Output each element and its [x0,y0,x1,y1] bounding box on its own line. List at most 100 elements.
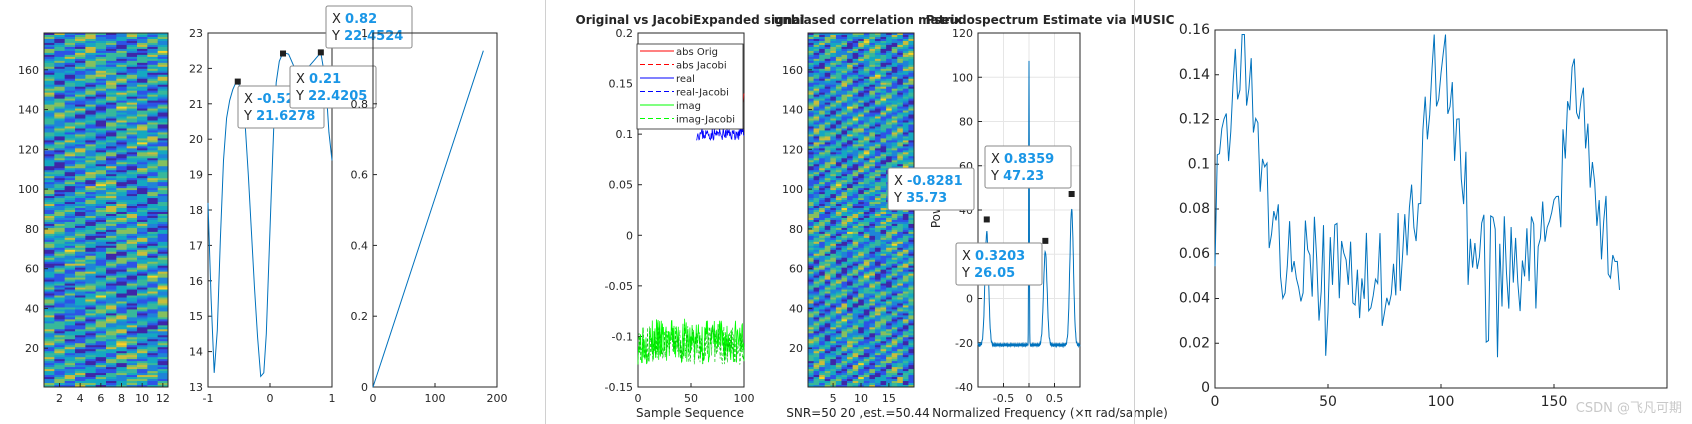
heatmap-cell [841,190,848,193]
heatmap-cell [869,307,876,310]
heatmap-cell [852,172,859,175]
heatmap-cell [85,249,97,253]
heatmap-cell [64,106,76,110]
heatmap-cell [908,162,915,165]
heatmap-cell [75,108,86,112]
heatmap-cell [858,74,865,78]
heatmap-cell [85,377,97,380]
heatmap-cell [824,156,831,159]
heatmap-cell [64,134,76,137]
heatmap-cell [819,289,826,293]
heatmap-cell [858,122,865,125]
signal-fragment [696,128,745,142]
heatmap-cell [85,327,97,330]
heatmap-cell [819,46,826,50]
heatmap-cell [75,182,86,185]
heatmap-cell [863,227,870,231]
heatmap-cell [841,104,848,108]
heatmap-cell [886,160,893,163]
heatmap-cell [874,76,882,80]
heatmap-cell [886,88,893,92]
heatmap-cell [847,198,854,201]
heatmap-cell [847,136,854,139]
heatmap-cell [886,60,893,64]
heatmap-cell [126,341,138,344]
heatmap-cell [824,128,831,131]
x-tick-label: 1 [329,392,336,405]
heatmap-cell [902,148,909,151]
heatmap-cell [880,231,887,235]
heatmap-cell [137,110,148,114]
heatmap-cell [54,293,66,297]
heatmap-cell [147,150,159,153]
heatmap-cell [64,253,76,257]
heatmap-cell [85,221,97,225]
heatmap-cell [44,98,55,102]
heatmap-cell [835,178,842,181]
heatmap-cell [85,180,97,183]
heatmap-cell [869,60,876,64]
heatmap-cell [75,327,86,330]
heatmap-cell [44,132,55,135]
heatmap-cell [813,124,820,127]
heatmap-cell [95,98,107,102]
heatmap-cell [835,52,842,56]
heatmap-cell [830,164,837,167]
heatmap-cell [897,297,904,300]
heatmap-cell [869,132,876,135]
heatmap-cell [858,164,865,167]
heatmap-cell [869,146,876,149]
heatmap-cell [869,156,876,159]
heatmap-cell [147,337,159,340]
heatmap-cell [157,202,169,205]
heatmap-cell [116,235,128,239]
heatmap-cell [44,52,55,56]
heatmap-cell [886,86,893,90]
heatmap-cell [116,196,128,199]
heatmap-cell [902,84,909,88]
heatmap-cell [95,90,107,94]
heatmap-cell [852,227,859,231]
heatmap-cell [902,86,909,90]
heatmap-cell [874,44,882,48]
heatmap-cell [808,112,815,116]
heatmap-cell [897,42,904,46]
heatmap-cell [147,225,159,229]
heatmap-cell [863,48,870,52]
heatmap-cell [902,40,909,44]
heatmap-cell [858,88,865,92]
heatmap-cell [85,130,97,133]
heatmap-cell [126,347,138,350]
heatmap-cell [44,253,55,257]
heatmap-cell [847,219,854,223]
heatmap-cell [64,82,76,86]
heatmap-cell [116,136,128,139]
heatmap-cell [858,104,865,108]
heatmap-cell [44,168,55,171]
heatmap-cell [858,225,865,229]
heatmap-cell [869,196,876,199]
heatmap-cell [116,46,128,50]
heatmap-cell [95,122,107,125]
heatmap-cell [75,124,86,127]
heatmap-cell [902,94,909,98]
heatmap-cell [869,190,876,193]
heatmap-cell [157,62,169,66]
heatmap-cell [808,72,815,76]
heatmap-cell [54,227,66,231]
heatmap-cell [137,253,148,257]
heatmap-cell [847,295,854,299]
heatmap-cell [85,190,97,193]
heatmap-cell [869,231,876,235]
heatmap-cell [902,213,909,217]
heatmap-cell [126,289,138,293]
heatmap-cell [95,321,107,324]
heatmap-cell [75,148,86,151]
heatmap-cell [874,150,882,153]
heatmap-cell [126,299,138,302]
heatmap-cell [869,140,876,143]
heatmap-cell [64,283,76,287]
heatmap-cell [835,128,842,131]
heatmap-cell [886,267,893,271]
heatmap-cell [126,188,138,191]
